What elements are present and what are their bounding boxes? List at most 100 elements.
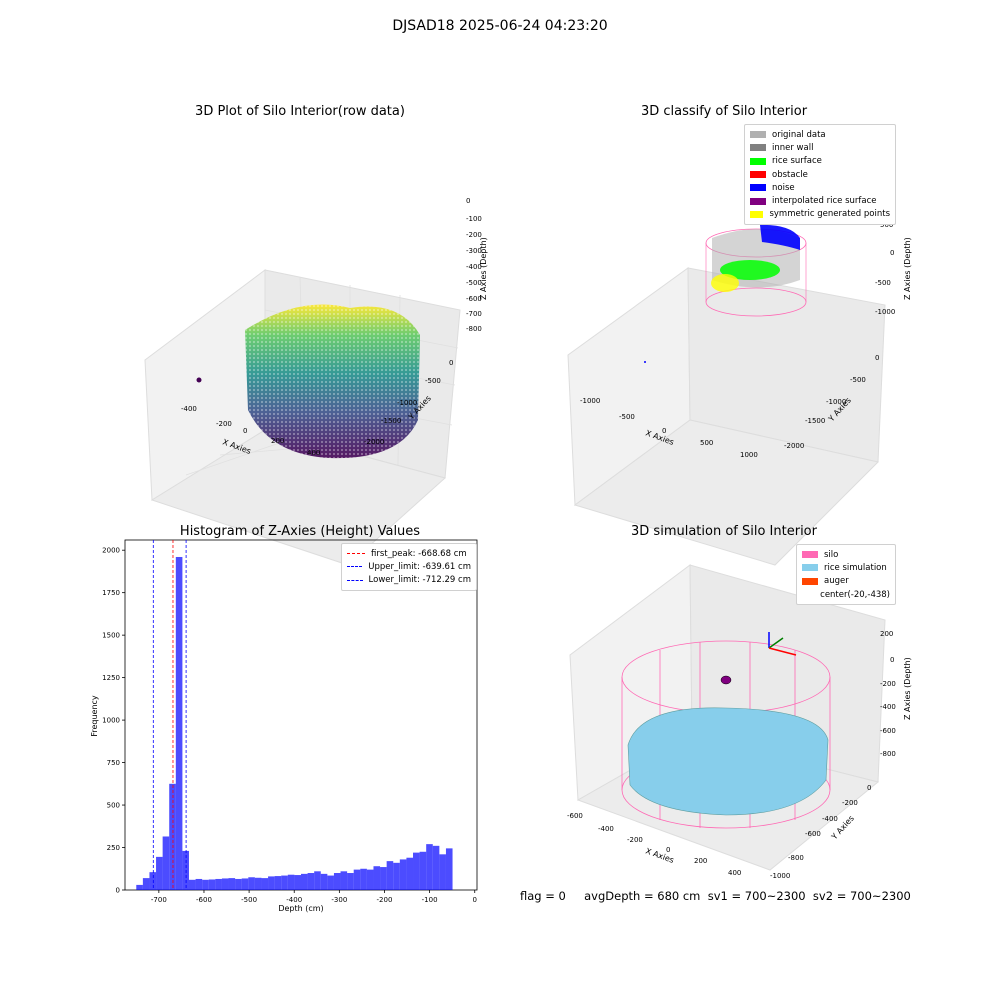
histogram-bar — [281, 875, 288, 890]
legend-item: rice simulation — [802, 561, 890, 574]
y-tick-label: 2000 — [102, 547, 120, 555]
histogram-bar — [156, 856, 163, 890]
floor-pane — [573, 419, 879, 566]
histogram-bar — [347, 873, 354, 890]
panel-title-classify: 3D classify of Silo Interior — [640, 104, 808, 119]
legend-label: rice surface — [772, 156, 822, 167]
x-tick: -400 — [181, 405, 197, 413]
histogram-bar — [215, 878, 222, 890]
histogram-bar — [426, 844, 433, 890]
point-texture — [245, 304, 420, 459]
legend-label: first_peak: -668.68 cm — [371, 548, 467, 559]
histogram-bar — [340, 871, 348, 890]
noise-points — [760, 224, 800, 250]
panel-title-raw-data: 3D Plot of Silo Interior(row data) — [195, 104, 405, 119]
legend-swatch — [750, 171, 766, 179]
legend-item: Upper_limit: -639.61 cm — [347, 560, 471, 573]
x-tick: 1000 — [740, 451, 758, 459]
x-axis-label: X Axies — [644, 846, 675, 865]
outlier-point — [196, 377, 202, 383]
x-tick-label: -300 — [331, 896, 347, 904]
y-tick: -1500 — [381, 417, 401, 425]
histogram-bar — [221, 878, 229, 890]
legend-line — [347, 566, 363, 568]
legend-item: auger — [802, 575, 890, 588]
histogram-legend: first_peak: -668.68 cm Upper_limit: -639… — [341, 543, 477, 591]
y-tick: -1500 — [805, 417, 825, 425]
legend-item: obstacle — [750, 168, 890, 181]
center-marker — [720, 675, 732, 685]
legend-label: center(-20,-438) — [820, 589, 890, 600]
legend-swatch — [750, 157, 766, 165]
x-tick: 200 — [694, 857, 707, 865]
legend-label: original data — [772, 129, 826, 140]
y-tick-label: 1000 — [102, 717, 120, 725]
z-tick: 0 — [890, 249, 894, 257]
z-tick: -200 — [466, 231, 482, 239]
histogram-bar — [268, 876, 275, 890]
histogram-bar — [393, 862, 400, 890]
simulation-3d-plot: -600 -400 -200 0 200 400 X Axies 0 -200 … — [567, 564, 912, 880]
histogram-bar — [301, 873, 308, 890]
y-tick-label: 1750 — [102, 589, 120, 597]
legend-label: auger — [824, 576, 849, 587]
y-tick: -800 — [788, 854, 804, 862]
legend-swatch — [750, 210, 764, 218]
histogram-bar — [142, 878, 150, 890]
histogram-bar — [294, 875, 301, 890]
histogram-bar — [380, 867, 387, 890]
bars — [136, 556, 453, 890]
legend-swatch — [802, 577, 818, 585]
x-tick-label: -700 — [151, 896, 167, 904]
y-tick: -1000 — [770, 872, 790, 880]
legend-item: original data — [750, 128, 890, 141]
rice-surface-points — [720, 260, 780, 280]
histogram-bar — [399, 859, 407, 890]
y-tick: -500 — [425, 377, 441, 385]
histogram-bar — [195, 878, 203, 890]
x-tick: -600 — [567, 812, 583, 820]
y-tick: -200 — [842, 799, 858, 807]
legend-swatch — [750, 184, 766, 192]
x-tick: 500 — [700, 439, 713, 447]
legend-label: obstacle — [772, 169, 808, 180]
histogram-bar — [419, 851, 427, 890]
classify-3d-plot: -1000 -500 0 500 1000 X Axies 0 -500 -10… — [567, 221, 912, 566]
legend-item: rice surface — [750, 155, 890, 168]
x-axis-label: Depth (cm) — [278, 904, 323, 913]
z-tick: -400 — [466, 263, 482, 271]
histogram-bar — [320, 873, 328, 890]
legend-item: center(-20,-438) — [802, 588, 890, 601]
legend-label: symmetric generated points — [769, 209, 890, 220]
histogram-bar — [406, 857, 414, 890]
histogram-bar — [228, 878, 236, 890]
histogram-bar — [182, 850, 189, 890]
legend-swatch — [750, 144, 766, 152]
y-tick: -500 — [850, 376, 866, 384]
y-tick: -1000 — [826, 398, 846, 406]
legend-line — [347, 553, 365, 555]
z-tick: -500 — [466, 279, 482, 287]
histogram-bar — [333, 873, 341, 890]
x-tick-label: 0 — [473, 896, 477, 904]
legend-swatch — [802, 551, 818, 559]
histogram-chart: -700 -600 -500 -400 -300 -200 -100 0 0 250 500 750… — [90, 539, 478, 913]
histogram-bar — [386, 861, 394, 890]
histogram-bar — [175, 556, 183, 890]
y-tick: -600 — [805, 830, 821, 838]
histogram-bar — [162, 836, 170, 890]
z-tick: -300 — [466, 247, 482, 255]
legend-item: symmetric generated points — [750, 208, 890, 221]
figure-title: DJSAD18 2025-06-24 04:23:20 — [392, 18, 608, 34]
histogram-bar — [287, 874, 295, 890]
histogram-bar — [432, 845, 440, 890]
histogram-bar — [445, 848, 453, 890]
z-tick: -800 — [466, 325, 482, 333]
z-axis: 200 0 -200 -400 -600 -800 Z Axies (Depth… — [880, 630, 912, 758]
legend-label: Upper_limit: -639.61 cm — [368, 561, 471, 572]
x-tick: -1000 — [580, 397, 600, 405]
histogram-bar — [307, 873, 315, 890]
z-tick: -600 — [880, 727, 896, 735]
x-tick-label: -100 — [422, 896, 438, 904]
legend-item: Lower_limit: -712.29 cm — [347, 574, 471, 587]
